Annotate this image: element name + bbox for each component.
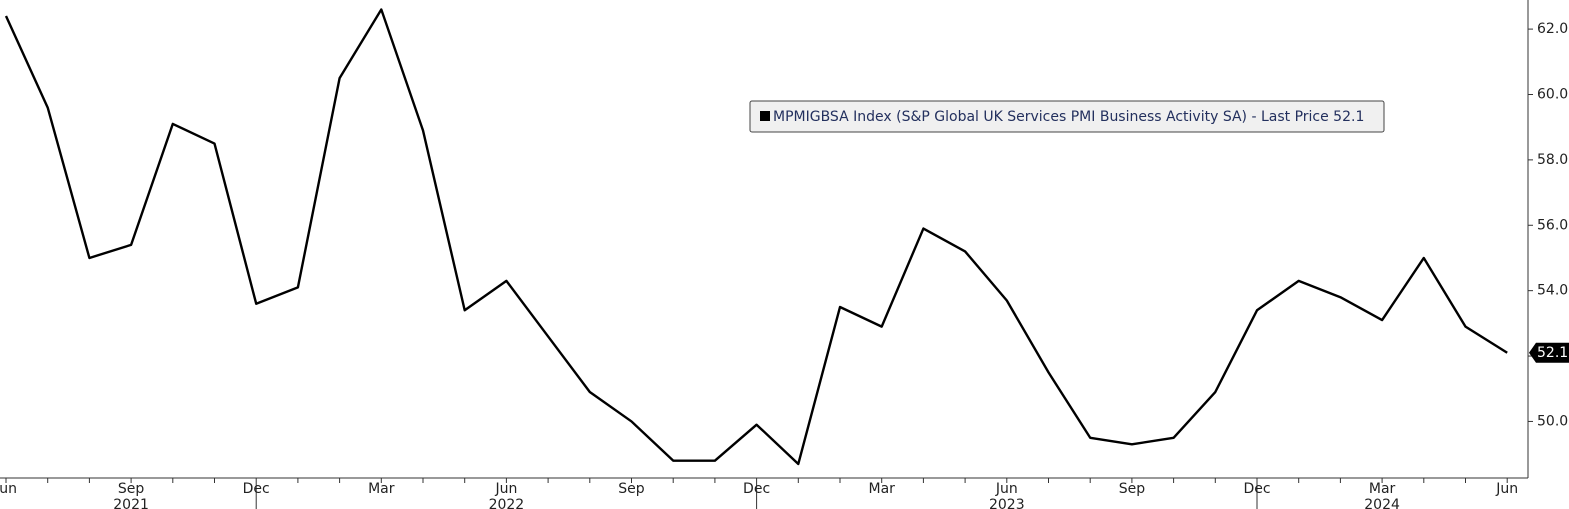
y-tick-label: 60.0 [1537, 86, 1568, 102]
y-tick-label: 58.0 [1537, 152, 1568, 168]
x-tick-label: Mar [868, 481, 895, 497]
x-tick-label: Sep [118, 481, 145, 497]
legend-swatch [760, 111, 770, 121]
last-price-marker [1529, 342, 1569, 363]
x-tick-label: Sep [1119, 481, 1146, 497]
year-label: 2022 [489, 497, 525, 509]
legend: MPMIGBSA Index (S&P Global UK Services P… [749, 100, 1385, 133]
x-tick-label: Sep [618, 481, 645, 497]
year-label: 2023 [989, 497, 1025, 509]
x-tick-label: Mar [368, 481, 395, 497]
y-tick-label: 54.0 [1537, 283, 1568, 299]
last-price-label: 52.1 [1537, 345, 1568, 361]
y-tick-label: 56.0 [1537, 217, 1568, 233]
x-tick-label: Dec [1243, 481, 1270, 497]
x-tick-label: Jun [1495, 481, 1518, 497]
x-tick-label: Jun [995, 481, 1018, 497]
y-tick-label: 62.0 [1537, 21, 1568, 37]
year-label: 2021 [113, 497, 149, 509]
x-tick-label: Jun [0, 481, 17, 497]
x-tick-label: Jun [494, 481, 517, 497]
x-tick-label: Mar [1369, 481, 1396, 497]
line-series [4, 8, 1508, 466]
legend-label: MPMIGBSA Index (S&P Global UK Services P… [773, 109, 1364, 125]
x-tick-label: Dec [243, 481, 270, 497]
legend-box [749, 100, 1385, 133]
year-label: 2024 [1364, 497, 1400, 509]
last-price-tag: 52.1 [1529, 342, 1569, 363]
x-tick-label: Dec [743, 481, 770, 497]
y-tick-label: 50.0 [1537, 413, 1568, 429]
